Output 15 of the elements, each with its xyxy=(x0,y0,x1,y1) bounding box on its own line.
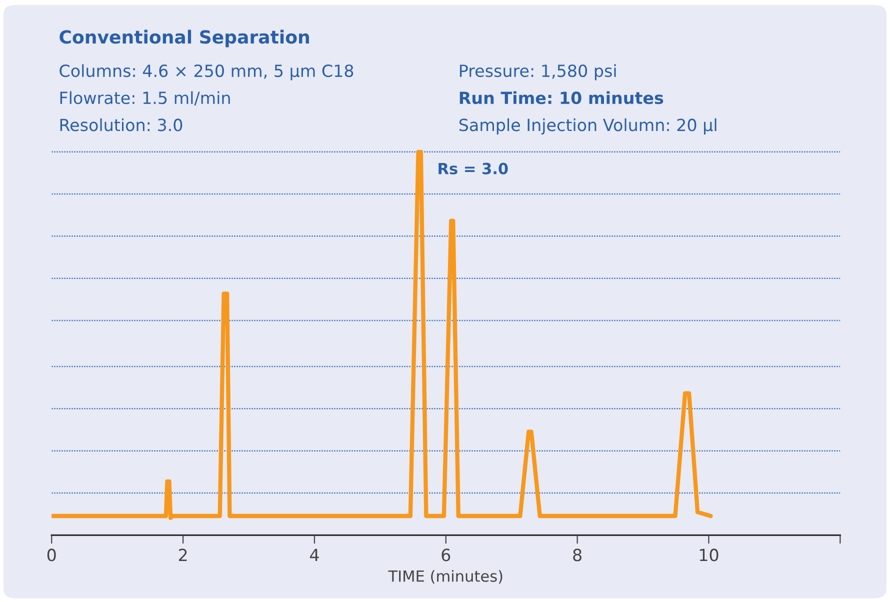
text: Columns: 4.6 × 250 mm, 5 µm C18 xyxy=(60,64,354,80)
text: Flowrate: 1.5 ml/min xyxy=(60,91,230,106)
x-tick-label: 6 xyxy=(442,548,450,562)
x-tick-label: 2 xyxy=(178,548,187,562)
text: Sample Injection Volumn: 20 µl xyxy=(459,118,716,134)
annotation: Rs = 3.0 xyxy=(438,162,508,174)
x-tick-label: 8 xyxy=(573,548,582,562)
text: Pressure: 1,580 psi xyxy=(460,64,616,80)
text: Run Time: 10 minutes xyxy=(460,91,664,104)
text: Resolution: 3.0 xyxy=(60,118,182,132)
x-tick-label: 10 xyxy=(700,548,718,562)
x-tick-label: 0 xyxy=(47,548,56,562)
chart-title: Conventional Separation xyxy=(60,30,309,48)
x-tick-label: 4 xyxy=(310,548,319,562)
x-axis-title: TIME (minutes) xyxy=(388,570,502,584)
